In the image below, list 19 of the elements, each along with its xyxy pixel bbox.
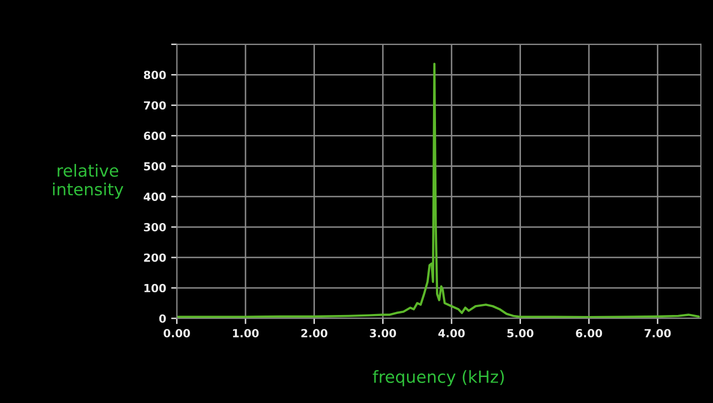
x-tick-label: 5.00 [507, 328, 534, 338]
y-tick-label: 700 [144, 101, 166, 110]
x-tick-label: 2.00 [301, 328, 328, 338]
y-tick-label: 800 [144, 70, 166, 80]
y-tick-label: 400 [144, 192, 166, 201]
x-tick-label: 7.00 [644, 328, 671, 338]
y-axis-title: relative intensity [53, 164, 124, 199]
y-tick-label: 100 [144, 284, 166, 292]
x-tick-label: 3.00 [370, 328, 396, 338]
y-tick-label: 500 [144, 162, 166, 171]
x-axis-title: frequency (kHz) [372, 370, 504, 386]
x-tick-label: 0.00 [164, 328, 190, 338]
y-tick-label: 200 [144, 253, 166, 262]
x-tick-label: 6.00 [576, 328, 602, 338]
x-tick-label: 1.00 [233, 328, 259, 338]
x-tick-label: 4.00 [438, 328, 465, 338]
y-tick-label: 600 [144, 132, 166, 140]
y-tick-label: 300 [144, 223, 166, 232]
y-tick-label: 0 [159, 314, 166, 323]
